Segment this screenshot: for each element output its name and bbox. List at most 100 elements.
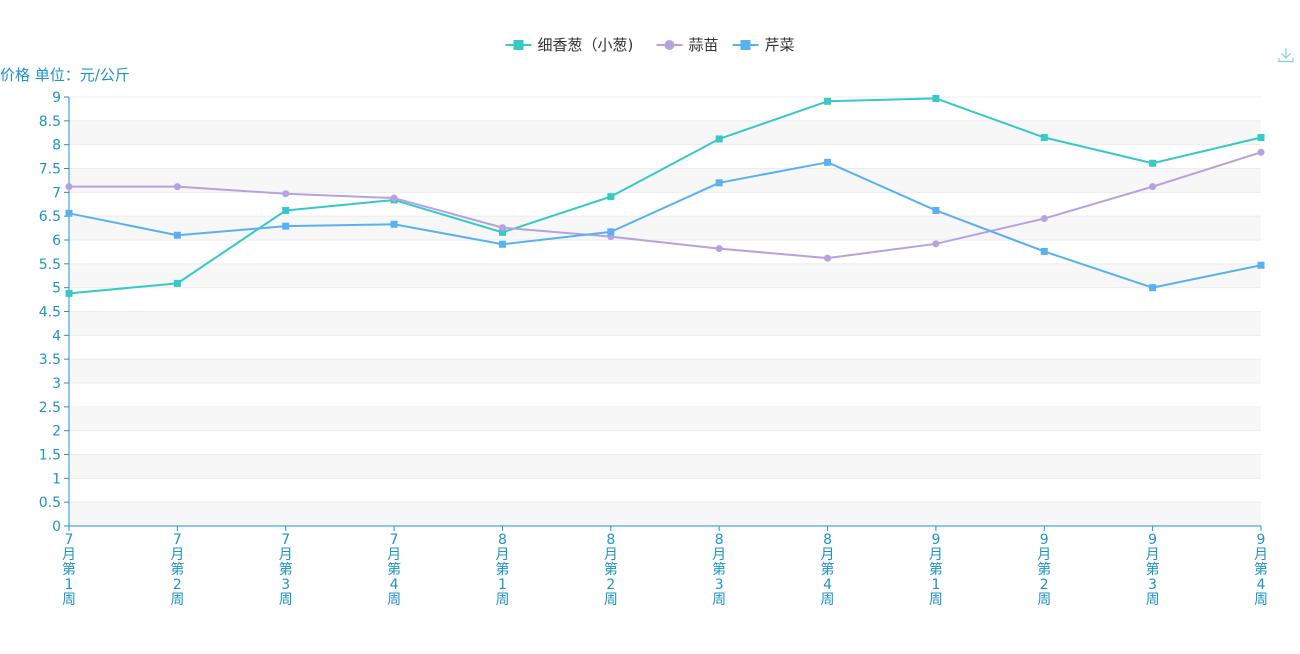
grid-band (69, 311, 1261, 336)
data-point[interactable] (173, 231, 181, 239)
data-point[interactable] (824, 97, 832, 105)
y-tick-label: 4.5 (39, 305, 61, 321)
y-tick-label: 0 (52, 519, 61, 535)
y-tick-label: 7.5 (39, 162, 61, 178)
legend-item[interactable]: 细香葱（小葱) (505, 36, 634, 54)
data-point[interactable] (282, 222, 290, 230)
download-icon[interactable] (1277, 46, 1295, 64)
x-tick-label: 9 月第 2 周 (1037, 532, 1051, 608)
grid-band (69, 383, 1261, 407)
y-tick-label: 2.5 (39, 400, 61, 416)
data-point[interactable] (65, 209, 73, 217)
data-point[interactable] (173, 183, 181, 191)
x-tick-label: 9 月第 4 周 (1254, 532, 1268, 608)
data-point[interactable] (65, 183, 73, 191)
data-point[interactable] (282, 206, 290, 214)
x-tick-label: 7 月第 4 周 (387, 532, 401, 608)
grid-band (69, 240, 1261, 264)
y-axis: 0 0.5 1 1.5 2 2.5 3 3.5 4 4.5 5 5.5 6 6.5 7 7.5 8 8.5 9 (39, 90, 70, 535)
y-tick-label: 9 (52, 90, 61, 106)
grid-band (69, 192, 1261, 217)
grid-band (69, 478, 1261, 503)
data-point[interactable] (65, 289, 73, 297)
grid-band (69, 287, 1261, 312)
data-point[interactable] (1040, 247, 1048, 255)
y-tick-label: 3.5 (39, 352, 61, 368)
data-point[interactable] (282, 190, 290, 198)
y-tick-label: 0.5 (39, 495, 61, 511)
x-tick-label: 7 月第 3 周 (279, 532, 293, 608)
data-point[interactable] (715, 179, 723, 187)
data-point[interactable] (1257, 148, 1265, 156)
series-group (65, 148, 1265, 262)
data-point[interactable] (715, 245, 723, 253)
data-point[interactable] (824, 158, 832, 166)
data-point[interactable] (498, 228, 506, 236)
x-tick-label: 8 月第 4 周 (821, 532, 835, 608)
data-point[interactable] (498, 240, 506, 248)
y-axis-title: 价格 单位：元/公斤 (0, 66, 130, 84)
data-point[interactable] (607, 228, 615, 236)
x-tick-label: 8 月第 2 周 (604, 532, 618, 608)
legend-label: 蒜苗 (689, 36, 719, 54)
series-line (69, 151, 1262, 260)
y-tick-label: 5 (52, 281, 61, 297)
legend-item[interactable]: 芹菜 (732, 36, 795, 54)
data-point[interactable] (1149, 183, 1157, 191)
data-point[interactable] (498, 224, 506, 232)
grid-band (69, 335, 1261, 360)
legend: 细香葱（小葱) 蒜苗 芹菜 (505, 36, 795, 54)
series-layer (65, 94, 1265, 297)
y-tick-label: 6 (52, 233, 61, 249)
y-tick-label: 6.5 (39, 209, 61, 225)
y-tick-label: 1 (52, 471, 61, 487)
series-line (68, 161, 1262, 289)
legend-marker (513, 40, 524, 50)
data-point[interactable] (1040, 215, 1048, 223)
y-tick-label: 8 (52, 138, 61, 154)
data-point[interactable] (390, 220, 398, 228)
data-point[interactable] (932, 94, 940, 102)
x-tick-label: 9 月第 3 周 (1146, 532, 1160, 608)
data-point[interactable] (1040, 134, 1048, 142)
legend-marker (664, 40, 675, 50)
grid-bands (69, 97, 1261, 526)
legend-marker (740, 40, 751, 50)
grid-band (69, 359, 1261, 383)
legend-label: 芹菜 (765, 36, 795, 54)
data-point[interactable] (390, 194, 398, 202)
data-point[interactable] (1257, 261, 1265, 269)
data-point[interactable] (715, 135, 723, 143)
series-line (68, 97, 1262, 295)
grid-band (69, 97, 1261, 121)
grid-band (69, 120, 1261, 145)
data-point[interactable] (607, 193, 615, 201)
x-tick-label: 7 月第 2 周 (170, 532, 184, 608)
y-tick-label: 8.5 (39, 114, 61, 130)
series-group (65, 158, 1265, 292)
x-axis: 7 月第 1 周 7 月第 2 周 7 月第 3 周 7 月第 4 周 8 月第 1 周 8 月第 2 周 8 月第 3 周 8 月第 4 周… (62, 525, 1268, 608)
data-point[interactable] (824, 254, 832, 262)
grid-band (69, 144, 1261, 169)
data-point[interactable] (173, 279, 181, 287)
data-point[interactable] (1257, 134, 1265, 142)
legend-label: 细香葱（小葱) (538, 36, 634, 54)
grid-band (69, 406, 1261, 431)
legend-item[interactable]: 蒜苗 (656, 36, 719, 54)
y-tick-label: 1.5 (39, 448, 61, 464)
data-point[interactable] (1149, 159, 1157, 167)
data-point[interactable] (932, 206, 940, 214)
data-point[interactable] (1149, 284, 1157, 292)
data-point[interactable] (932, 240, 940, 248)
grid-band (69, 502, 1261, 526)
x-tick-label: 7 月第 1 周 (62, 532, 76, 608)
grid-band (69, 263, 1261, 288)
y-tick-label: 3 (52, 376, 61, 392)
x-tick-label: 8 月第 3 周 (712, 532, 726, 608)
y-tick-label: 4 (52, 328, 61, 344)
y-tick-label: 5.5 (39, 257, 61, 273)
grid-band (69, 216, 1261, 240)
grid-band (69, 430, 1261, 455)
y-tick-label: 2 (52, 424, 61, 440)
